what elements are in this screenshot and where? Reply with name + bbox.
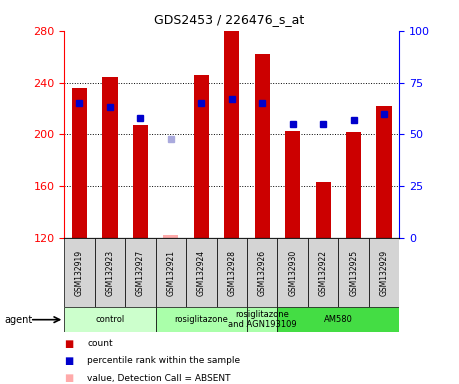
Bar	[72, 88, 87, 238]
Text: GSM132927: GSM132927	[136, 250, 145, 296]
Bar	[194, 75, 209, 238]
Bar	[247, 238, 278, 307]
Text: GSM132921: GSM132921	[166, 250, 175, 296]
Bar	[125, 238, 156, 307]
Bar	[316, 182, 331, 238]
Text: GSM132928: GSM132928	[227, 250, 236, 296]
Bar	[156, 307, 247, 332]
Text: GSM132922: GSM132922	[319, 250, 328, 296]
Text: AM580: AM580	[324, 315, 353, 324]
Bar	[369, 238, 399, 307]
Text: rosiglitazone
and AGN193109: rosiglitazone and AGN193109	[228, 310, 297, 329]
Bar	[346, 132, 361, 238]
Bar	[308, 238, 338, 307]
Bar	[64, 307, 156, 332]
Bar	[133, 125, 148, 238]
Bar	[186, 238, 217, 307]
Text: GSM132929: GSM132929	[380, 250, 389, 296]
Bar	[224, 31, 240, 238]
Text: agent: agent	[5, 314, 33, 325]
Text: percentile rank within the sample: percentile rank within the sample	[87, 356, 241, 366]
Bar	[278, 307, 399, 332]
Text: ■: ■	[64, 339, 73, 349]
Text: value, Detection Call = ABSENT: value, Detection Call = ABSENT	[87, 374, 231, 383]
Text: GSM132926: GSM132926	[258, 250, 267, 296]
Text: GDS2453 / 226476_s_at: GDS2453 / 226476_s_at	[154, 13, 305, 26]
Text: GSM132930: GSM132930	[288, 250, 297, 296]
Bar	[217, 238, 247, 307]
Bar	[247, 307, 278, 332]
Text: GSM132923: GSM132923	[106, 250, 114, 296]
Bar	[156, 238, 186, 307]
Text: GSM132919: GSM132919	[75, 250, 84, 296]
Bar	[64, 238, 95, 307]
Text: ■: ■	[64, 373, 73, 383]
Bar	[255, 54, 270, 238]
Bar	[95, 238, 125, 307]
Text: rosiglitazone: rosiglitazone	[174, 315, 228, 324]
Bar	[102, 77, 118, 238]
Text: GSM132924: GSM132924	[197, 250, 206, 296]
Text: ■: ■	[64, 356, 73, 366]
Bar	[338, 238, 369, 307]
Bar	[163, 235, 179, 238]
Bar	[285, 131, 300, 238]
Text: GSM132925: GSM132925	[349, 250, 358, 296]
Bar	[278, 238, 308, 307]
Text: control: control	[95, 315, 124, 324]
Text: count: count	[87, 339, 113, 348]
Bar	[376, 106, 392, 238]
